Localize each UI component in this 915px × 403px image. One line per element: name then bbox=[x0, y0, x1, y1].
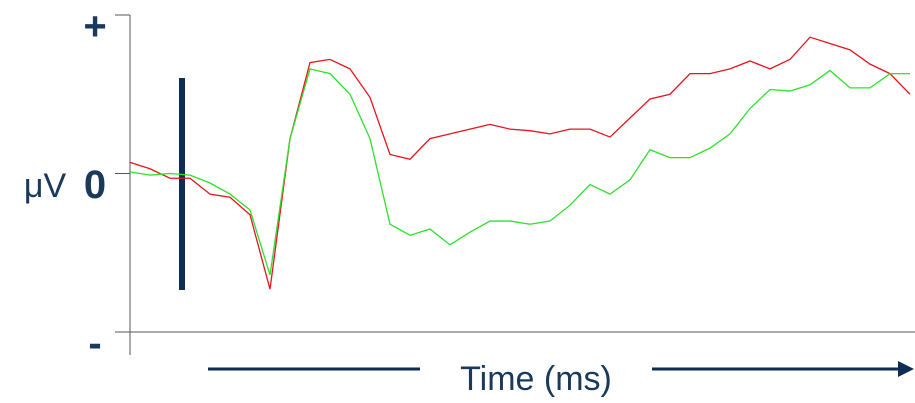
series-line bbox=[129, 36, 911, 290]
y-tick-label: 0 bbox=[84, 163, 106, 207]
series-line bbox=[129, 68, 910, 276]
arrow-head bbox=[898, 361, 914, 377]
y-tick-label: - bbox=[88, 322, 101, 366]
y-tick-label: + bbox=[83, 5, 106, 49]
y-axis-label: μV bbox=[24, 167, 67, 205]
x-axis-label: Time (ms) bbox=[460, 360, 612, 398]
